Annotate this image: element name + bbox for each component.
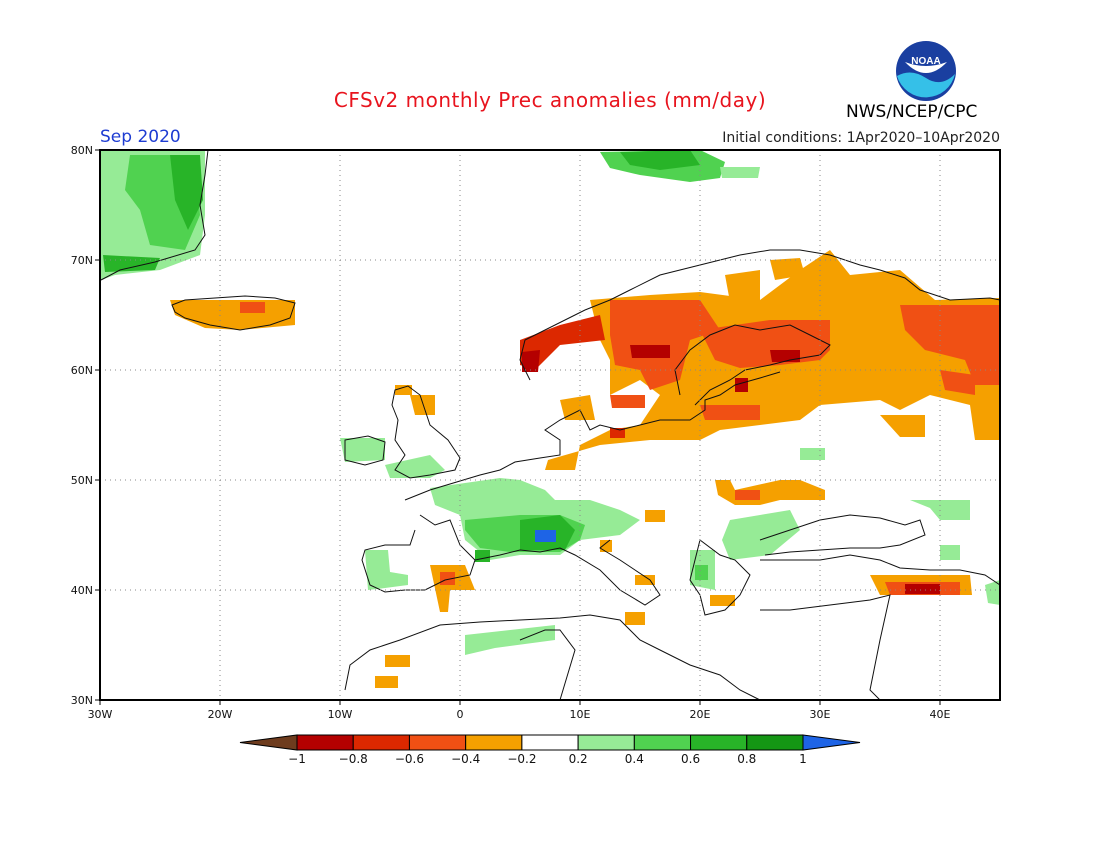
colorbar-bin [465, 734, 523, 751]
lat-tick-label: 80N [71, 144, 93, 157]
latitude-ticks: 80N 70N 60N 50N 40N 30N [71, 144, 100, 707]
lon-tick-label: 30E [810, 708, 831, 721]
noaa-logo-icon: NOAA [896, 41, 956, 101]
lon-tick-label: 20E [690, 708, 711, 721]
colorbar-label: 0.6 [681, 752, 700, 766]
colorbar-label: 0.8 [737, 752, 756, 766]
graticule [100, 150, 1000, 700]
lon-tick-label: 20W [208, 708, 233, 721]
colorbar-bin [521, 734, 579, 751]
organization-label: NWS/NCEP/CPC [846, 102, 978, 122]
lon-tick-label: 10W [328, 708, 353, 721]
lon-tick-label: 30W [88, 708, 113, 721]
colorbar-bin [633, 734, 692, 751]
colorbar-label: 0.2 [569, 752, 588, 766]
colorbar-label: 1 [799, 752, 807, 766]
initial-conditions: Initial conditions: 1Apr2020–10Apr2020 [722, 130, 1000, 146]
lat-tick-label: 40N [71, 584, 93, 597]
logo-text: NOAA [911, 56, 940, 67]
colorbar: −1 −0.8 −0.6 −0.4 −0.2 0.2 0.4 0.6 0.8 1 [239, 734, 861, 766]
colorbar-bin [690, 734, 748, 751]
forecast-month: Sep 2020 [100, 127, 181, 147]
lat-tick-label: 30N [71, 694, 93, 707]
colorbar-bin [577, 734, 635, 751]
colorbar-bin [746, 734, 804, 751]
colorbar-label: −0.4 [451, 752, 480, 766]
colorbar-label: −0.6 [395, 752, 424, 766]
colorbar-bin [408, 734, 467, 751]
lon-tick-label: 10E [570, 708, 591, 721]
anomaly-shading [101, 150, 1000, 688]
lon-tick-label: 40E [930, 708, 951, 721]
lat-tick-label: 60N [71, 364, 93, 377]
colorbar-label: −0.8 [339, 752, 368, 766]
lat-tick-label: 70N [71, 254, 93, 267]
colorbar-label: 0.4 [625, 752, 644, 766]
colorbar-bin [296, 734, 354, 751]
longitude-ticks: 30W 20W 10W 0 10E 20E 30E 40E [88, 700, 951, 721]
colorbar-low-arrow [239, 734, 298, 751]
colorbar-label: −0.2 [507, 752, 536, 766]
lat-tick-label: 50N [71, 474, 93, 487]
colorbar-label: −1 [288, 752, 306, 766]
map-frame [99, 149, 1001, 701]
colorbar-high-arrow [802, 734, 861, 751]
colorbar-bin [352, 734, 410, 751]
coastlines [100, 149, 1001, 701]
lon-tick-label: 0 [457, 708, 464, 721]
map-title: CFSv2 monthly Prec anomalies (mm/day) [333, 88, 767, 112]
